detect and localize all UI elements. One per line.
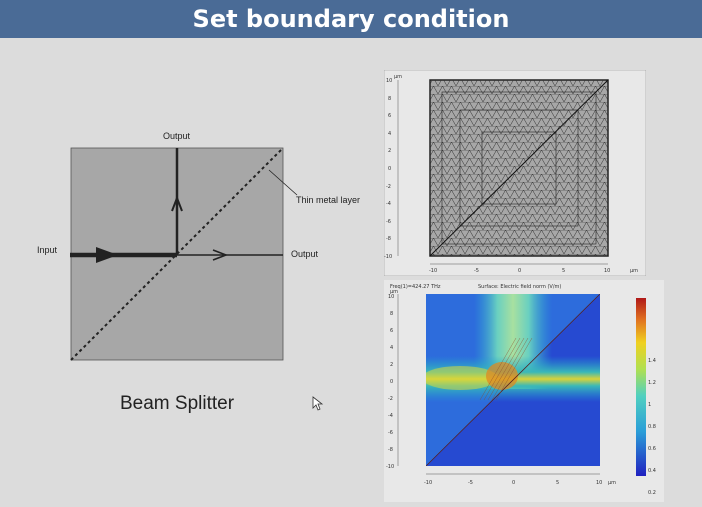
mesh-ring-1 [441,91,597,245]
slide-canvas: Output Output Input Thin metal layer Bea… [0,38,702,502]
beam-splitter-diagram [70,147,298,361]
diagram-caption: Beam Splitter [120,393,235,414]
output-top-label: Output [163,131,191,141]
mouse-pointer-icon [312,396,324,411]
slide-title-bar: Set boundary condition [0,0,702,38]
field-colorbar [636,298,646,476]
mesh-ring-3 [481,131,557,205]
field-plot [384,280,664,502]
thin-metal-layer-label: Thin metal layer [296,195,361,205]
field-map [426,294,600,466]
thin-metal-layer-line [70,147,284,361]
metal-layer-leader-line [268,169,298,196]
input-arrow-icon [96,247,118,263]
slide-title: Set boundary condition [192,5,510,33]
mesh-diagonal [429,79,609,257]
input-label: Input [37,245,58,255]
mesh-ring-2 [459,109,579,227]
reflected-arrow-icon [171,195,183,212]
mesh-plot [384,70,646,276]
transmitted-arrow-icon [212,249,229,261]
output-right-label: Output [291,249,319,259]
